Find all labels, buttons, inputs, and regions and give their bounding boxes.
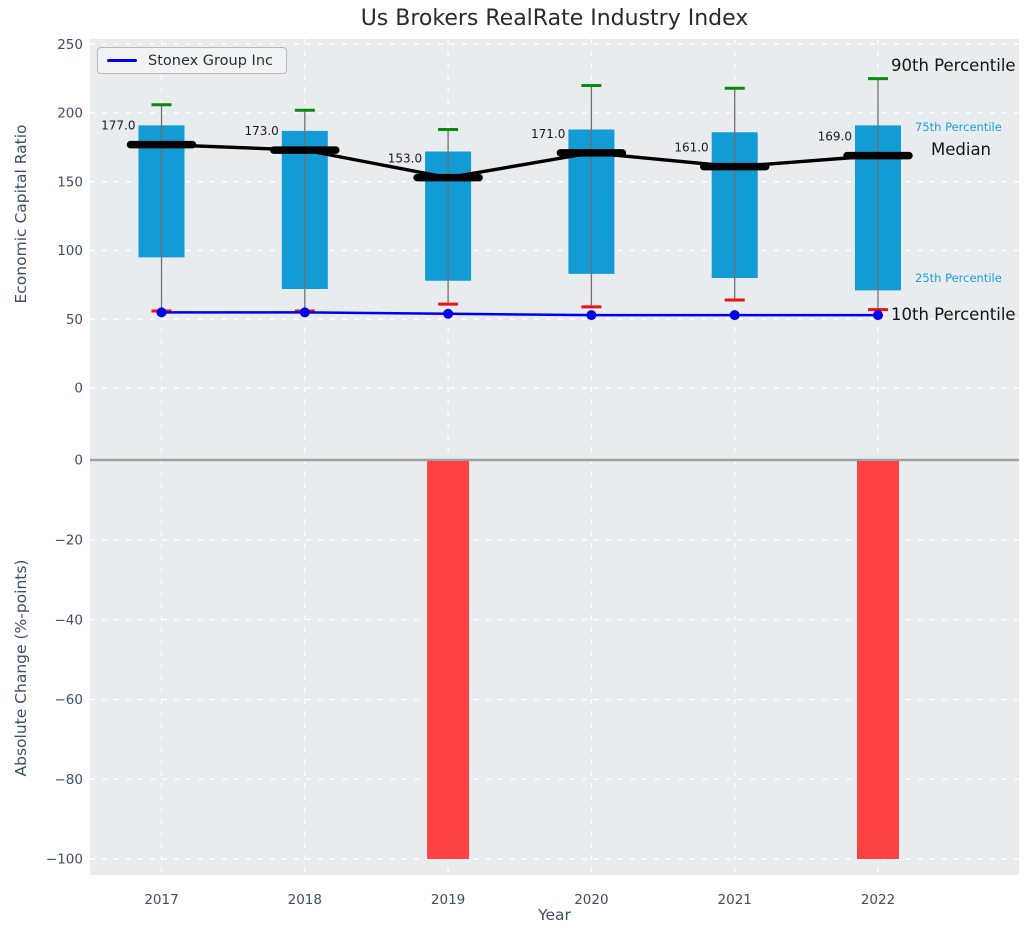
stonex-point-2021 <box>729 310 740 321</box>
legend-line-swatch <box>107 59 137 62</box>
stonex-point-2022 <box>873 310 883 321</box>
annotation-2020: 171.0 <box>531 127 565 141</box>
bar-2019 <box>427 461 470 859</box>
top-ytick-200: 200 <box>57 106 83 122</box>
x-axis-label: Year <box>538 906 571 924</box>
top-ytick-100: 100 <box>57 243 83 259</box>
bottom-ytick--40: −40 <box>55 612 84 628</box>
label-75th-percentile: 75th Percentile <box>915 120 1002 134</box>
annotation-2017: 177.0 <box>101 119 135 133</box>
bar-2022 <box>857 461 899 859</box>
year-label-2017: 2017 <box>144 892 178 908</box>
label-median: Median <box>931 140 992 159</box>
year-label-2019: 2019 <box>431 892 465 908</box>
top-ytick-150: 150 <box>57 174 83 190</box>
annotation-2022: 169.0 <box>818 130 852 144</box>
top-ytick-50: 50 <box>66 312 83 328</box>
label-25th-percentile: 25th Percentile <box>915 271 1002 285</box>
bottom-y-axis-label: Absolute Change (%-points) <box>12 559 30 777</box>
stonex-point-2020 <box>586 310 597 321</box>
chart-title: Us Brokers RealRate Industry Index <box>360 6 749 31</box>
annotation-2018: 173.0 <box>244 124 278 138</box>
top-ytick-0: 0 <box>74 381 83 397</box>
legend-label: Stonex Group Inc <box>148 52 273 69</box>
bottom-ytick--80: −80 <box>55 772 84 788</box>
bottom-ytick--100: −100 <box>46 852 83 868</box>
stonex-point-2019 <box>443 308 454 319</box>
stonex-line <box>161 311 878 317</box>
stonex-point-2018 <box>299 307 310 318</box>
annotation-2021: 161.0 <box>674 141 708 155</box>
top-ytick-250: 250 <box>57 37 83 53</box>
bottom-ytick-0: 0 <box>74 453 83 469</box>
bottom-ytick--20: −20 <box>55 533 84 549</box>
annotation-2019: 153.0 <box>388 152 422 166</box>
label-90th-percentile: 90th Percentile <box>891 56 1016 75</box>
year-label-2020: 2020 <box>574 892 608 908</box>
top-y-axis-label: Economic Capital Ratio <box>12 124 30 304</box>
bottom-ytick--60: −60 <box>55 692 84 708</box>
year-label-2018: 2018 <box>288 892 322 908</box>
label-10th-percentile: 10th Percentile <box>891 305 1016 324</box>
year-label-2022: 2022 <box>861 892 895 908</box>
legend: Stonex Group Inc <box>97 47 287 74</box>
year-label-2021: 2021 <box>718 892 752 908</box>
stonex-point-2017 <box>156 307 167 318</box>
